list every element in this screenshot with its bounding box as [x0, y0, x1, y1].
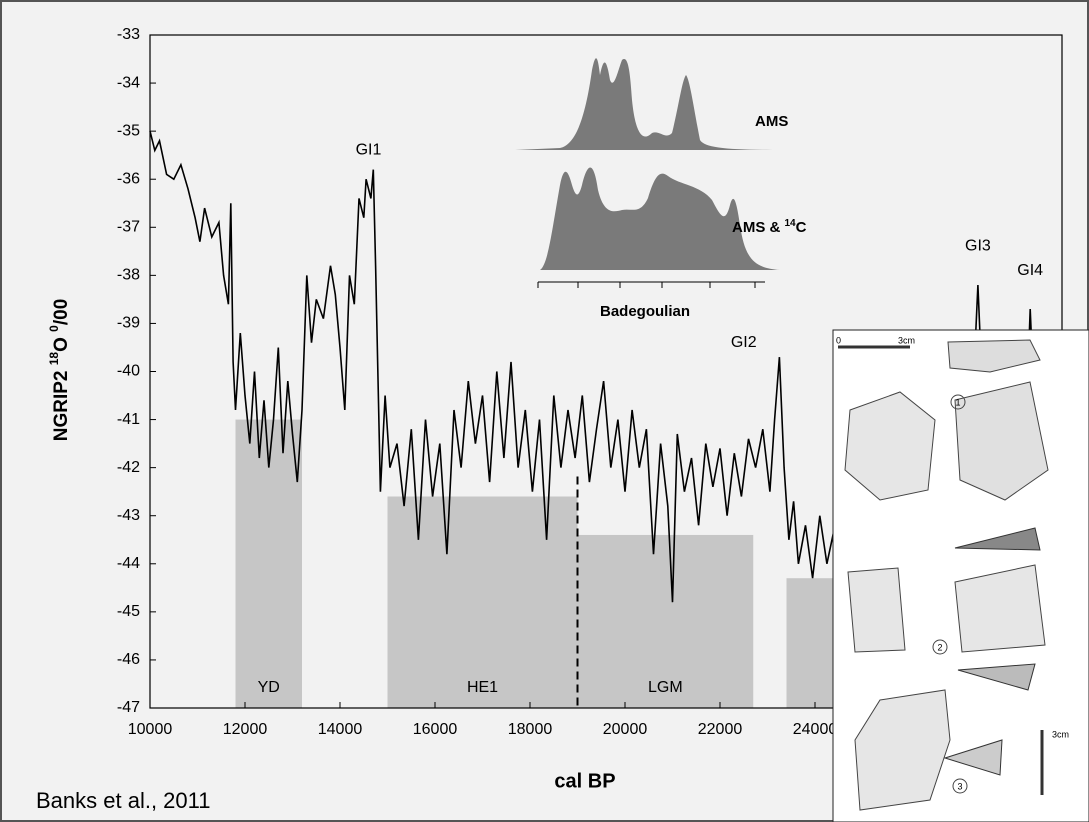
x-tick-label: 14000: [318, 721, 363, 738]
scale-text: 3cm: [898, 335, 915, 345]
citation: Banks et al., 2011: [36, 788, 211, 813]
artifact: [847, 567, 906, 653]
band: [577, 534, 754, 708]
annotation: GI4: [1017, 262, 1043, 279]
scale-text: 3cm: [1052, 729, 1069, 739]
item-circle: [950, 394, 966, 410]
y-tick-label: -42: [117, 459, 140, 476]
band-label: YD: [258, 679, 280, 696]
annotation: GI3: [965, 238, 991, 255]
data-line: [149, 130, 1054, 603]
scale-text: 0: [836, 335, 841, 345]
artifact: [957, 663, 1036, 691]
artifact: [947, 339, 1041, 373]
density-label: AMS & 14C: [732, 218, 807, 236]
y-tick-label: -41: [117, 411, 140, 428]
y-tick-label: -47: [117, 699, 140, 716]
band-label: LGM: [648, 679, 683, 696]
item-number: 3: [957, 781, 962, 791]
y-tick-label: -43: [117, 507, 140, 524]
x-tick-label: 22000: [698, 721, 743, 738]
y-tick-label: -33: [117, 26, 140, 43]
y-tick-label: -45: [117, 603, 140, 620]
artifact-photo: 0 3cm 3cm 1 2 3: [832, 329, 1089, 822]
y-tick-label: -34: [117, 74, 140, 91]
x-tick-label: 12000: [223, 721, 268, 738]
x-tick-label: 24000: [793, 721, 838, 738]
band: [387, 496, 578, 708]
item-circle: [932, 639, 948, 655]
x-tick-label: 16000: [413, 721, 458, 738]
density-ams-14c: [540, 167, 780, 270]
y-tick-label: -38: [117, 267, 140, 284]
artifact: [854, 689, 951, 811]
artifact: [954, 564, 1046, 653]
y-tick-label: -36: [117, 170, 140, 187]
band-label: HE1: [467, 679, 498, 696]
density-axis-label: Badegoulian: [600, 303, 690, 320]
item-circle: [952, 778, 968, 794]
y-tick-label: -46: [117, 651, 140, 668]
artifact: [954, 381, 1049, 501]
x-axis-label: cal BP: [554, 770, 615, 792]
artifact: [954, 527, 1041, 551]
annotation: GI1: [356, 142, 382, 159]
artifact: [943, 739, 1003, 776]
y-axis-label: NGRIP2 18O 0/00: [47, 299, 72, 442]
item-number: 2: [937, 642, 942, 652]
annotation: GI2: [731, 334, 757, 351]
y-tick-label: -37: [117, 219, 140, 236]
density-ams: [515, 58, 810, 151]
x-tick-label: 20000: [603, 721, 648, 738]
density-label: AMS: [755, 113, 788, 130]
artifact: [844, 391, 936, 501]
x-tick-label: 10000: [128, 721, 173, 738]
y-tick-label: -39: [117, 315, 140, 332]
y-tick-label: -44: [117, 555, 140, 572]
x-tick-label: 18000: [508, 721, 553, 738]
y-tick-label: -35: [117, 122, 140, 139]
item-number: 1: [955, 397, 960, 407]
density-inset: AMS AMS & 14C Badegoulian: [515, 58, 810, 320]
y-tick-label: -40: [117, 363, 140, 380]
